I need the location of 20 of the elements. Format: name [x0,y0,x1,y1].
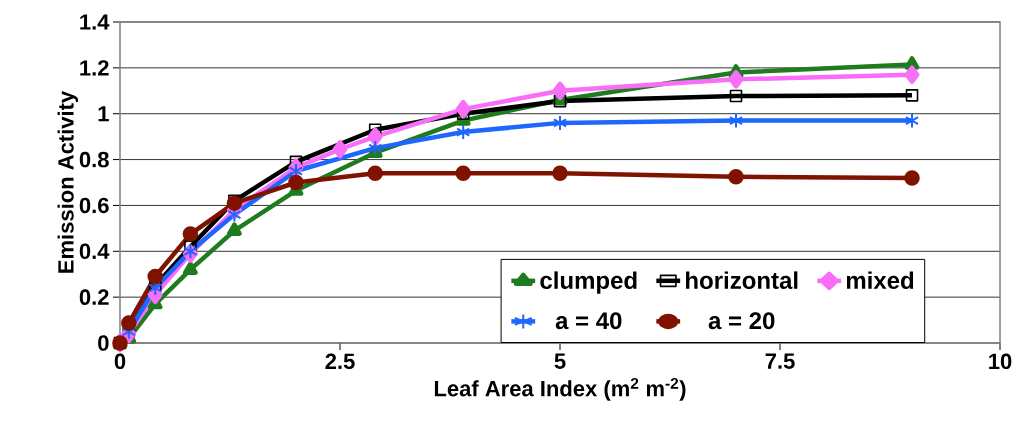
x-tick-label: 5 [554,353,566,369]
legend-label: mixed [846,271,914,290]
legend-label: horizontal [686,271,798,290]
x-tick-label: 7.5 [765,353,795,369]
y-tick-label: 0 [98,335,109,351]
y-tick-label: 1 [98,106,109,122]
y-tick-label: 1.2 [80,60,109,76]
legend-label: clumped [540,271,637,294]
x-tick-label: 2.5 [325,353,355,370]
y-tick-label: 0.8 [79,151,109,168]
legend-label: a = 40 [555,312,622,330]
x-axis-title: Leaf Area Index (m$^{2}$ m$^{-2}$) [434,377,686,401]
y-tick-label: 1.4 [80,14,110,30]
x-tick-label: 0 [114,353,126,370]
legend-label: a = 20 [708,312,775,330]
y-tick-label: 0.4 [79,243,110,260]
y-tick-label: 0.2 [79,289,109,305]
y-tick-label: 0.6 [79,197,109,214]
y-axis-title: Emission Activity [57,90,79,273]
x-tick-label: 10 [989,353,1012,370]
